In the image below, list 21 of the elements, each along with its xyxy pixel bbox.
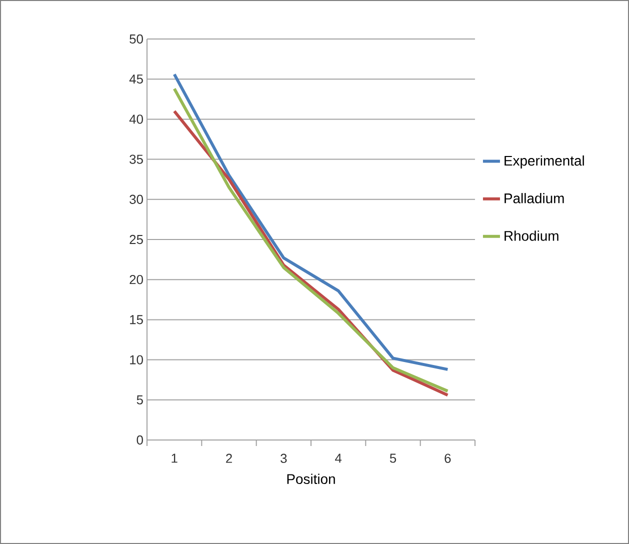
y-tick-label: 20 [130,275,143,284]
y-tick-label: 15 [130,315,143,324]
x-tick-label: 6 [444,454,451,463]
y-tick-label: 10 [130,355,143,364]
x-tick-label: 4 [335,454,342,463]
y-tick-label: 0 [136,435,143,445]
x-tick-label: 1 [172,454,178,463]
y-tick-label: 40 [129,114,143,124]
y-tick-label: 35 [130,154,143,164]
y-tick-label: 5 [136,395,143,404]
y-tick-label: 25 [130,234,143,244]
legend-label: Experimental [504,155,584,168]
x-tick-label: 2 [226,454,232,463]
y-tick-label: 30 [130,194,143,204]
legend-label: Rhodium [504,230,558,241]
y-tick-label: 50 [130,34,143,44]
x-tick-label: 3 [280,454,287,463]
legend-label: Palladium [504,193,564,204]
x-tick-label: 5 [390,454,396,463]
y-tick-label: 45 [129,74,143,84]
x-axis-title: Position [287,474,335,484]
